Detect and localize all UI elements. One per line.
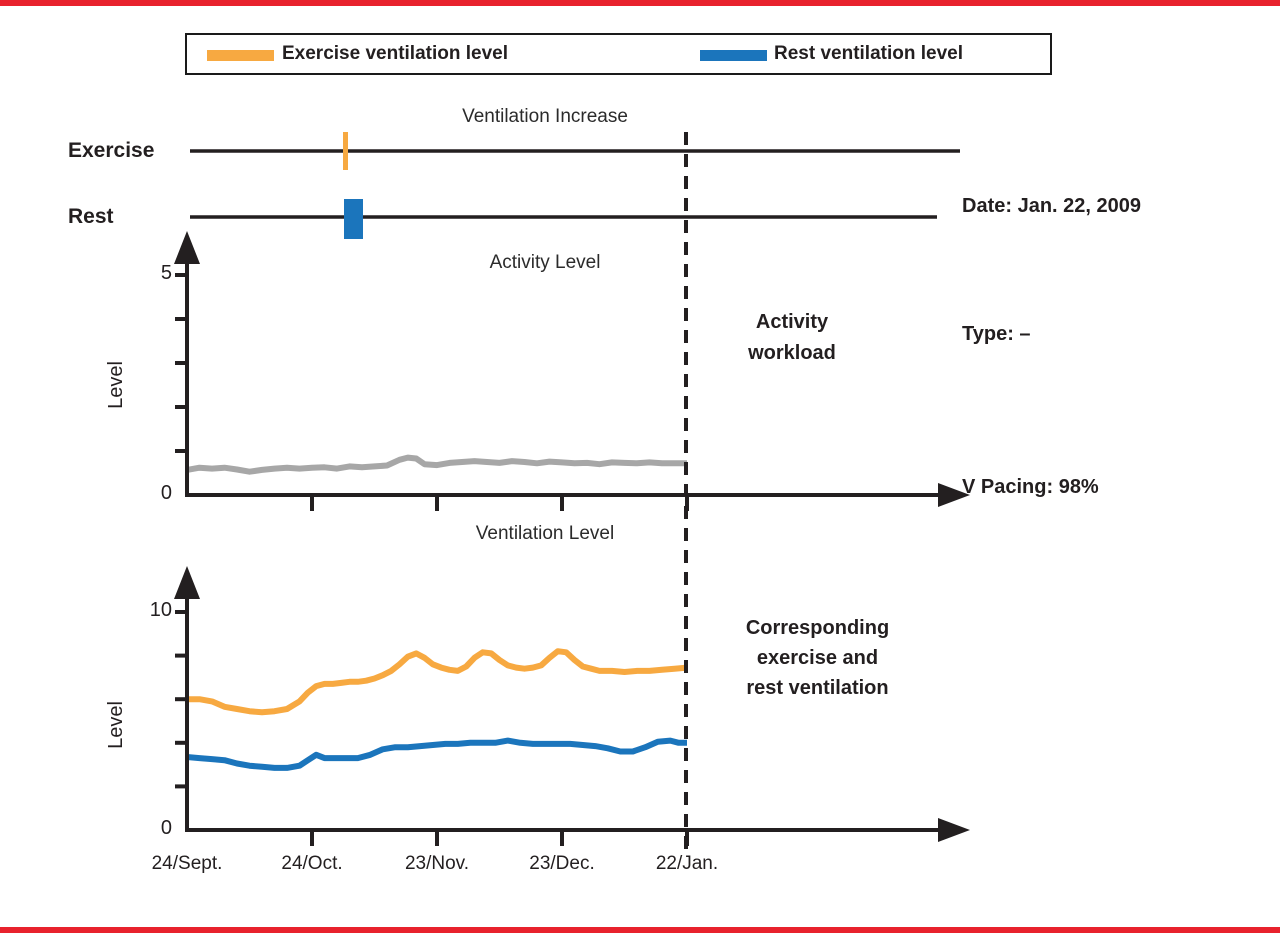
ventilation-ymin-label: 0 [160, 817, 172, 839]
ventilation-increase-title: Ventilation Increase [462, 106, 628, 127]
ventilation-ymax-label: 10 [149, 599, 172, 621]
activity-workload-line [186, 454, 687, 475]
ventilation-x-axis-arrow [938, 818, 970, 842]
bottom-red-border [0, 927, 1280, 933]
report-date-value: Date: Jan. 22, 2009 [962, 195, 1141, 217]
activity-series-group [186, 454, 687, 475]
ventilation-x-ticks [310, 832, 689, 846]
rest-ventilation-increase-marker [344, 199, 363, 239]
x-tick-label-23-dec: 23/Dec. [529, 853, 595, 874]
activity-ymin-label: 0 [160, 482, 172, 504]
activity-y-axis-arrow [174, 231, 200, 264]
exercise-ventilation-increase-marker [343, 132, 348, 170]
x-tick-label-22-jan: 22/Jan. [655, 853, 719, 874]
exercise-legend-swatch [207, 50, 274, 61]
ventilation-chart-axes [174, 566, 970, 846]
rest-legend-swatch [700, 50, 767, 61]
x-tick-label-24-oct: 24/Oct. [281, 853, 343, 874]
rest-ventilation-level-line [186, 737, 687, 771]
activity-chart-title: Activity Level [489, 252, 601, 273]
ventilation-annotation: Corresponding exercise and rest ventilat… [745, 617, 890, 699]
top-red-border [0, 0, 1280, 6]
episode-type-value: Type: – [962, 323, 1031, 345]
activity-workload-annotation: Activity workload [748, 311, 836, 364]
exercise-legend-label: Exercise ventilation level [282, 43, 509, 64]
activity-x-ticks [310, 497, 689, 511]
rest-legend-label: Rest ventilation level [774, 43, 964, 64]
rest-row-label: Rest [68, 205, 114, 228]
ventilation-chart-title: Ventilation Level [475, 523, 615, 544]
x-tick-label-23-nov: 23/Nov. [404, 853, 470, 874]
activity-x-axis-arrow [938, 483, 970, 507]
ventilation-y-ticks [175, 610, 189, 789]
exercise-row-label: Exercise [68, 139, 155, 162]
v-pacing-value: V Pacing: 98% [962, 476, 1099, 498]
ventilation-y-axis-arrow [174, 566, 200, 599]
x-tick-label-24-sept: 24/Sept. [151, 853, 223, 874]
chart-legend: Exercise ventilation level Rest ventilat… [185, 33, 1052, 75]
activity-y-ticks [175, 273, 189, 453]
activity-ymax-label: 5 [160, 262, 172, 284]
exercise-ventilation-level-line [187, 648, 688, 716]
ventilation-series-group [186, 648, 688, 771]
activity-chart-axes [174, 231, 970, 511]
